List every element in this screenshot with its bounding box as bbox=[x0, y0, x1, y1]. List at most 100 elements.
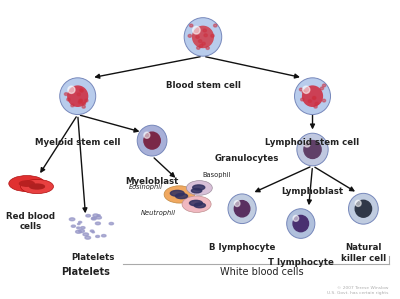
Ellipse shape bbox=[206, 47, 209, 49]
Ellipse shape bbox=[203, 29, 206, 32]
Ellipse shape bbox=[322, 99, 326, 102]
Ellipse shape bbox=[190, 200, 202, 206]
Ellipse shape bbox=[303, 91, 306, 93]
Text: Lymphoid stem cell: Lymphoid stem cell bbox=[266, 138, 360, 147]
Ellipse shape bbox=[186, 181, 212, 195]
Text: Granulocytes: Granulocytes bbox=[215, 153, 279, 162]
Ellipse shape bbox=[202, 42, 205, 45]
Ellipse shape bbox=[312, 97, 316, 100]
Ellipse shape bbox=[78, 221, 82, 223]
Ellipse shape bbox=[193, 26, 200, 34]
Ellipse shape bbox=[144, 132, 150, 138]
Ellipse shape bbox=[79, 230, 84, 233]
Ellipse shape bbox=[60, 78, 96, 115]
Ellipse shape bbox=[78, 101, 82, 104]
Ellipse shape bbox=[287, 209, 315, 238]
Text: Platelets: Platelets bbox=[61, 267, 110, 277]
Ellipse shape bbox=[300, 88, 303, 91]
Text: © 2007 Terese Winslow
U.S. Govt. has certain rights: © 2007 Terese Winslow U.S. Govt. has cer… bbox=[328, 286, 389, 295]
Ellipse shape bbox=[69, 218, 75, 221]
Ellipse shape bbox=[197, 46, 200, 49]
Ellipse shape bbox=[68, 86, 75, 93]
Ellipse shape bbox=[355, 200, 372, 217]
Ellipse shape bbox=[102, 234, 106, 237]
Ellipse shape bbox=[194, 203, 206, 208]
Text: Lymphoblast: Lymphoblast bbox=[282, 187, 344, 196]
Ellipse shape bbox=[79, 99, 82, 102]
Text: Red blood
cells: Red blood cells bbox=[6, 212, 55, 231]
Ellipse shape bbox=[302, 91, 306, 93]
Ellipse shape bbox=[193, 185, 205, 190]
Ellipse shape bbox=[355, 200, 361, 206]
Ellipse shape bbox=[79, 99, 82, 102]
Ellipse shape bbox=[93, 214, 98, 217]
Ellipse shape bbox=[137, 125, 167, 156]
Text: Myeloblast: Myeloblast bbox=[125, 177, 179, 186]
Ellipse shape bbox=[71, 225, 76, 227]
Text: White blood cells: White blood cells bbox=[220, 267, 304, 277]
Ellipse shape bbox=[320, 87, 324, 90]
Ellipse shape bbox=[85, 99, 88, 102]
Ellipse shape bbox=[96, 216, 102, 219]
Ellipse shape bbox=[293, 215, 299, 221]
Ellipse shape bbox=[193, 26, 213, 48]
Ellipse shape bbox=[196, 36, 199, 38]
Ellipse shape bbox=[294, 78, 330, 115]
Text: Platelets: Platelets bbox=[72, 253, 115, 262]
Ellipse shape bbox=[109, 222, 114, 225]
Ellipse shape bbox=[144, 132, 160, 149]
Text: Myeloid stem cell: Myeloid stem cell bbox=[35, 138, 120, 147]
Ellipse shape bbox=[82, 106, 85, 108]
Ellipse shape bbox=[96, 222, 100, 225]
Text: Blood stem cell: Blood stem cell bbox=[166, 81, 240, 90]
Text: B lymphocyte: B lymphocyte bbox=[209, 243, 275, 252]
Ellipse shape bbox=[184, 18, 222, 56]
Ellipse shape bbox=[204, 34, 207, 37]
Ellipse shape bbox=[200, 45, 203, 47]
Ellipse shape bbox=[228, 194, 256, 224]
Ellipse shape bbox=[348, 193, 378, 224]
Ellipse shape bbox=[77, 93, 80, 96]
Ellipse shape bbox=[303, 86, 322, 106]
Ellipse shape bbox=[234, 201, 240, 207]
Ellipse shape bbox=[92, 217, 96, 219]
Text: Natural
killer cell: Natural killer cell bbox=[341, 243, 386, 263]
Ellipse shape bbox=[304, 141, 310, 147]
Ellipse shape bbox=[308, 100, 312, 103]
Ellipse shape bbox=[86, 214, 90, 217]
Ellipse shape bbox=[211, 34, 214, 37]
Text: Neutrophil: Neutrophil bbox=[140, 210, 176, 216]
Ellipse shape bbox=[80, 89, 83, 91]
Ellipse shape bbox=[83, 233, 88, 236]
Ellipse shape bbox=[322, 84, 326, 87]
Ellipse shape bbox=[176, 193, 188, 199]
Ellipse shape bbox=[314, 105, 317, 108]
Ellipse shape bbox=[198, 40, 202, 42]
Ellipse shape bbox=[293, 215, 308, 232]
Ellipse shape bbox=[82, 103, 86, 105]
Ellipse shape bbox=[20, 181, 34, 186]
Ellipse shape bbox=[20, 179, 54, 194]
Ellipse shape bbox=[71, 104, 74, 107]
Ellipse shape bbox=[96, 235, 100, 237]
Ellipse shape bbox=[91, 217, 96, 220]
Ellipse shape bbox=[301, 98, 304, 101]
Ellipse shape bbox=[90, 230, 94, 232]
Ellipse shape bbox=[77, 227, 80, 229]
Ellipse shape bbox=[192, 188, 202, 193]
Text: Basophil: Basophil bbox=[202, 172, 231, 178]
Ellipse shape bbox=[64, 93, 68, 95]
Ellipse shape bbox=[234, 201, 250, 217]
Ellipse shape bbox=[81, 227, 85, 229]
Text: Eosinophil: Eosinophil bbox=[129, 184, 163, 190]
Ellipse shape bbox=[188, 34, 192, 37]
Ellipse shape bbox=[182, 196, 211, 213]
Ellipse shape bbox=[67, 98, 70, 101]
Ellipse shape bbox=[315, 102, 318, 105]
Ellipse shape bbox=[164, 186, 195, 203]
Ellipse shape bbox=[303, 86, 310, 93]
Ellipse shape bbox=[214, 24, 217, 27]
Ellipse shape bbox=[76, 230, 82, 233]
Ellipse shape bbox=[92, 231, 94, 233]
Ellipse shape bbox=[85, 236, 90, 239]
